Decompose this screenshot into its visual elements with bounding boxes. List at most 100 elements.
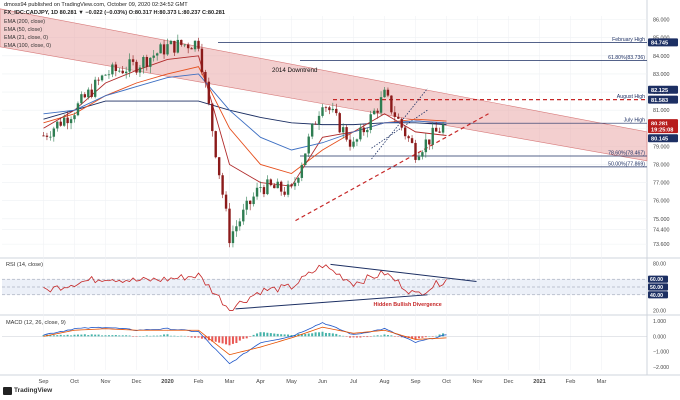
macd-histogram-bar — [383, 334, 386, 337]
price-tick-label: 79.000 — [653, 144, 670, 150]
candle-body — [238, 221, 242, 227]
candle-body — [386, 89, 390, 96]
legend-ema21[interactable]: EMA (21, close, 0) — [4, 35, 49, 41]
macd-histogram-bar — [359, 336, 362, 338]
macd-histogram-bar — [280, 334, 283, 337]
candle-body — [121, 70, 124, 74]
macd-histogram-bar — [259, 332, 262, 337]
time-axis-label: Dec — [132, 379, 142, 385]
candle-body — [180, 39, 183, 45]
candle-body — [56, 121, 59, 129]
macd-histogram-bar — [76, 334, 79, 337]
candle-body — [434, 127, 438, 132]
candle-body — [245, 200, 248, 210]
macd-histogram-bar — [173, 335, 176, 337]
rsi-tick-bg — [648, 291, 668, 299]
macd-histogram-bar — [221, 336, 224, 344]
time-axis-label: Apr — [256, 379, 265, 385]
candle-body — [324, 107, 328, 109]
macd-histogram-bar — [290, 335, 293, 337]
candle-body — [393, 112, 397, 117]
macd-histogram-bar — [121, 335, 124, 337]
price-tick-label: 76.000 — [653, 199, 670, 205]
candle-body — [273, 185, 276, 189]
macd-histogram-bar — [438, 334, 441, 337]
ema-line-2 — [43, 55, 447, 187]
candle-body — [252, 196, 255, 205]
macd-histogram-bar — [314, 332, 317, 337]
candle-body — [414, 142, 417, 160]
legend-ema200[interactable]: EMA (200, close) — [4, 19, 46, 25]
candle-body — [372, 110, 376, 115]
candle-body — [341, 127, 345, 133]
candle-body — [217, 157, 221, 176]
macd-histogram-bar — [242, 336, 245, 339]
macd-histogram-bar — [404, 336, 407, 338]
candle-body — [45, 135, 49, 137]
candle-body — [83, 94, 87, 98]
macd-histogram-bar — [87, 335, 90, 337]
macd-histogram-bar — [376, 335, 379, 337]
candle-body — [307, 136, 310, 154]
candle-body — [49, 136, 52, 138]
tradingview-brand: TradingView — [14, 387, 53, 394]
time-axis-label: Feb — [566, 379, 576, 385]
candle-body — [152, 55, 155, 58]
macd-histogram-bar — [411, 336, 414, 339]
price-tick-label: 78.000 — [653, 162, 670, 168]
macd-histogram-bar — [338, 335, 341, 337]
macd-histogram-bar — [228, 336, 231, 346]
time-axis-label: Nov — [101, 379, 111, 385]
candle-body — [66, 117, 69, 124]
macd-histogram-bar — [342, 335, 345, 337]
macd-histogram-bar — [156, 335, 159, 337]
candle-body — [362, 127, 366, 133]
legend-ema100[interactable]: EMA (100, close, 0) — [4, 43, 52, 49]
price-tick-label: 84.000 — [653, 54, 670, 60]
candle-body — [124, 71, 128, 74]
candle-body — [200, 48, 204, 72]
candle-body — [176, 39, 180, 53]
macd-histogram-bar — [200, 336, 203, 339]
price-tag-bg — [648, 95, 678, 104]
candle-body — [231, 231, 235, 244]
candle-body — [162, 44, 166, 55]
candle-body — [224, 194, 228, 209]
price-tag-bg — [648, 125, 678, 134]
candle-body — [317, 115, 321, 125]
candle-body — [221, 175, 224, 195]
candle-body — [304, 153, 307, 166]
macd-histogram-bar — [235, 336, 238, 344]
candle-body — [255, 187, 259, 197]
candle-body — [214, 131, 217, 158]
candle-body — [169, 40, 173, 45]
rsi-divergence-label: Hidden Bullish Divergence — [374, 302, 442, 308]
macd-histogram-bar — [180, 335, 183, 337]
macd-histogram-bar — [163, 334, 166, 337]
macd-histogram-bar — [276, 333, 279, 337]
time-axis-label: Jul — [350, 379, 357, 385]
macd-histogram-bar — [97, 334, 100, 337]
candle-body — [62, 117, 66, 126]
rsi-tick-label: 80.00 — [653, 262, 666, 268]
macd-histogram-bar — [421, 336, 424, 338]
macd-histogram-bar — [328, 332, 331, 337]
candle-body — [135, 61, 138, 73]
macd-histogram-bar — [362, 336, 365, 337]
macd-histogram-bar — [125, 335, 128, 337]
rsi-support-trendline — [235, 294, 428, 310]
candle-body — [431, 127, 434, 145]
legend-ema50[interactable]: EMA (50, close) — [4, 27, 43, 33]
candle-body — [369, 114, 372, 130]
macd-tick-label: 0.000 — [653, 334, 666, 340]
candle-body — [348, 139, 352, 147]
price-tag-label: 19:25:08 — [651, 127, 673, 133]
candle-body — [204, 71, 207, 82]
macd-histogram-bar — [56, 335, 59, 337]
macd-histogram-bar — [49, 334, 52, 337]
macd-histogram-bar — [194, 336, 197, 338]
macd-histogram-bar — [300, 334, 303, 337]
candle-body — [90, 89, 93, 97]
level-label-3: July High — [624, 118, 645, 124]
